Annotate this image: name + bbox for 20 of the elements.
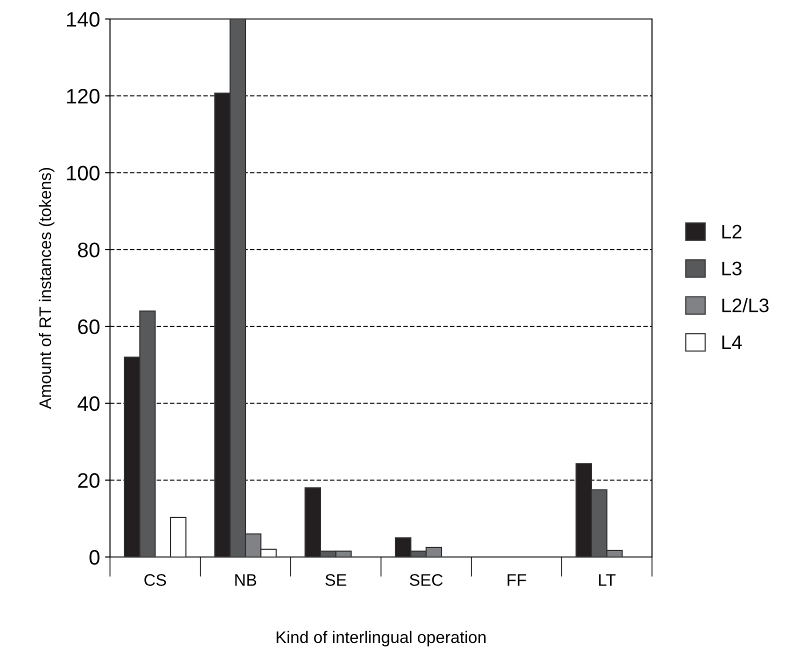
x-tick-label: SE (325, 574, 346, 586)
x-tick-label: CS (144, 574, 166, 586)
y-tick-label: 120 (67, 88, 100, 104)
y-tick-label: 140 (67, 12, 100, 27)
x-tick-label: SEC (410, 574, 443, 586)
legend-label: L2 (722, 224, 742, 238)
legend-label: L4 (722, 336, 742, 350)
y-tick-label: 20 (78, 473, 100, 488)
legend-label: L2/L3 (722, 298, 769, 312)
y-axis-title: Amount of RT instances (tokens) (38, 168, 54, 410)
y-tick-label: 0 (90, 550, 100, 565)
y-tick-label: 80 (78, 242, 100, 258)
x-axis-title: Kind of interlingual operation (276, 630, 486, 646)
legend-label: L3 (722, 262, 742, 276)
y-tick-label: 60 (78, 319, 100, 334)
x-tick-label: FF (508, 574, 526, 586)
x-tick-label: LT (599, 574, 616, 586)
y-tick-label: 40 (78, 396, 100, 412)
x-tick-label: NB (235, 574, 256, 586)
y-tick-label: 100 (67, 166, 100, 180)
